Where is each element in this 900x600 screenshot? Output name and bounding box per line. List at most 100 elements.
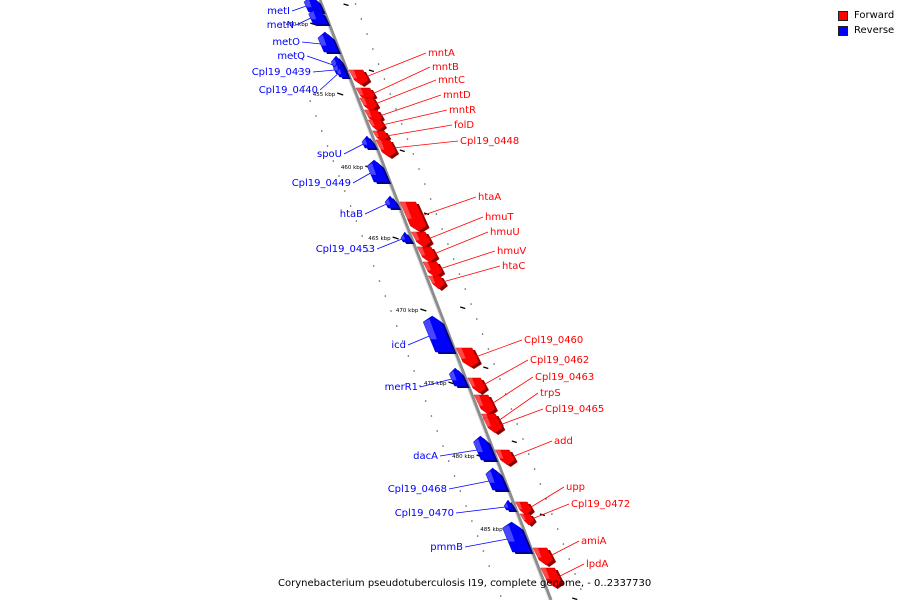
gene-arrow xyxy=(502,521,531,553)
gene-label: mntD xyxy=(443,90,471,101)
guide-dot xyxy=(424,400,427,402)
guide-dot xyxy=(412,153,415,155)
leader-line xyxy=(499,408,544,426)
leader-line xyxy=(372,66,431,95)
gene-arrow xyxy=(519,513,535,526)
leader-line xyxy=(557,563,585,578)
gene-arrow xyxy=(455,347,480,368)
gene-highlight xyxy=(495,450,504,459)
gene-icd xyxy=(422,315,457,354)
guide-dot xyxy=(436,430,439,432)
tick-label: 470 kbp xyxy=(396,308,419,314)
leader-line xyxy=(407,335,430,346)
leader-line xyxy=(439,449,478,457)
guide-dot xyxy=(286,40,288,42)
gene-highlight xyxy=(355,88,364,96)
guide-dot xyxy=(487,348,490,350)
gene-highlight xyxy=(482,418,492,427)
gene-label: mntA xyxy=(428,48,455,59)
guide-dot xyxy=(453,475,456,477)
gene-highlight xyxy=(304,0,312,8)
guide-dot xyxy=(522,438,524,440)
gene-label: mntC xyxy=(438,75,465,86)
guide-dot xyxy=(360,18,363,20)
guide-dot xyxy=(482,550,485,552)
guide-dot xyxy=(389,93,391,95)
gene-label: htaA xyxy=(478,192,501,203)
guide-dot xyxy=(424,183,426,185)
gene-highlight xyxy=(308,11,317,20)
gene-highlight xyxy=(359,98,368,106)
guide-dot xyxy=(510,408,513,410)
leader-line xyxy=(529,486,565,509)
leader-line xyxy=(291,5,307,12)
gene-arrow xyxy=(366,159,389,183)
gene-arrow xyxy=(532,547,554,566)
gene-label: metN xyxy=(267,20,294,31)
gene-arrow xyxy=(448,367,467,387)
gene-label: metO xyxy=(272,37,300,48)
gene-Cpl19_0449 xyxy=(366,159,392,184)
gene-arrow xyxy=(361,135,376,149)
guide-dot xyxy=(430,415,433,417)
gene-label: htaB xyxy=(340,209,363,220)
guide-dot xyxy=(568,558,571,560)
gene-Cpl19_0470 xyxy=(503,499,518,512)
leader-line xyxy=(382,109,448,126)
gene-Cpl19_0463 xyxy=(473,394,499,416)
gene-highlight xyxy=(364,110,372,118)
guide-dot xyxy=(349,205,352,207)
gene-highlight xyxy=(515,502,523,510)
guide-dot xyxy=(361,235,363,237)
gene-htaC xyxy=(427,275,448,291)
guide-dot xyxy=(366,33,368,35)
gene-highlight xyxy=(331,59,337,66)
tick-label: 455 kbp xyxy=(313,92,336,98)
guide-dot xyxy=(292,55,294,57)
gene-arrow xyxy=(399,201,427,232)
gene-arrow xyxy=(348,69,369,86)
guide-dot xyxy=(401,340,404,342)
leader-line xyxy=(427,216,484,240)
guide-dot xyxy=(471,520,473,522)
gene-label: folD xyxy=(454,120,474,131)
leader-line xyxy=(491,376,534,405)
leader-line xyxy=(439,250,496,270)
gene-label: Cpl19_0448 xyxy=(460,136,519,147)
guide-dot xyxy=(447,243,449,245)
gene-label: amiA xyxy=(581,536,607,547)
feature-dash xyxy=(399,149,405,153)
guide-dot xyxy=(378,280,381,282)
guide-dot xyxy=(419,385,421,387)
gene-Cpl19_0460 xyxy=(455,347,482,369)
guide-dot xyxy=(516,423,519,425)
gene-highlight xyxy=(333,65,339,71)
gene-highlight xyxy=(455,348,466,359)
feature-dash xyxy=(483,366,489,370)
gene-highlight xyxy=(540,568,550,579)
gene-highlight xyxy=(367,163,377,175)
guide-dot xyxy=(406,138,409,140)
guide-dot xyxy=(396,325,398,327)
leader-line xyxy=(433,231,489,255)
leader-line xyxy=(421,196,477,217)
legend-label-forward: Forward xyxy=(854,10,895,21)
gene-hmuV xyxy=(422,261,446,279)
guide-dot xyxy=(574,573,576,575)
tick-label: 485 kbp xyxy=(480,527,503,533)
gene-arrow xyxy=(367,119,385,132)
gene-label: Cpl19_0468 xyxy=(388,484,447,495)
gene-arrow xyxy=(427,275,446,290)
leader-line xyxy=(374,79,437,105)
leader-line xyxy=(442,265,501,283)
tick-label: 475 kbp xyxy=(424,381,447,387)
guide-dot xyxy=(384,295,387,297)
guide-dot xyxy=(400,123,403,125)
gene-label: merR1 xyxy=(385,382,418,393)
gene-highlight xyxy=(502,525,515,542)
guide-dot xyxy=(441,228,443,230)
gene-arrow xyxy=(384,195,399,209)
guide-dot xyxy=(435,213,438,215)
guide-dot xyxy=(390,310,392,312)
gene-highlight xyxy=(485,471,495,483)
